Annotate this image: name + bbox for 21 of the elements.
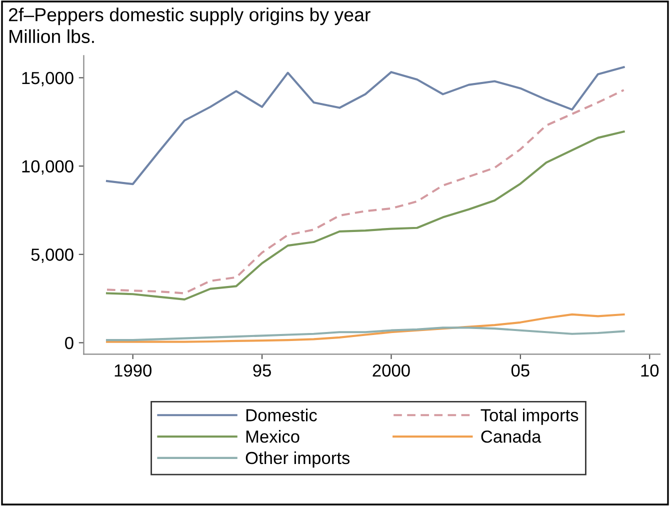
x-tick-label: 95 [253, 364, 271, 377]
y-tick-label: 5,000 [31, 248, 74, 263]
legend-label: Domestic [246, 408, 317, 422]
chart-title: 2f–Peppers domestic supply origins by year [8, 8, 370, 26]
legend-label: Other imports [246, 451, 350, 468]
legend-label: Canada [481, 430, 542, 443]
line-series [106, 66, 625, 186]
line-series [106, 326, 625, 342]
x-tick-label: 10 [641, 364, 659, 377]
y-tick-label: 0 [65, 336, 74, 350]
line-series [106, 130, 625, 300]
legend-label: Total imports [480, 408, 578, 425]
y-tick-label: 15,000 [22, 72, 74, 86]
y-tick-label: 10,000 [22, 160, 74, 175]
line-series [106, 89, 625, 294]
line-series [106, 313, 625, 343]
legend-label: Mexico [246, 430, 300, 443]
x-tick-label: 2000 [372, 364, 410, 377]
x-tick-label: 1990 [114, 364, 152, 377]
x-tick-label: 05 [511, 364, 530, 377]
chart-subtitle: Million lbs. [10, 29, 94, 44]
